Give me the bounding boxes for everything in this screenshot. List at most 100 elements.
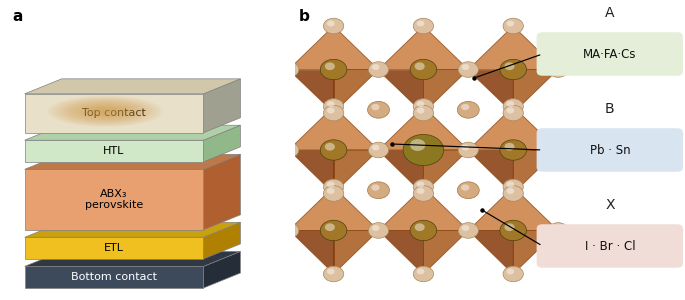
Polygon shape bbox=[203, 79, 240, 133]
Ellipse shape bbox=[86, 106, 124, 116]
Ellipse shape bbox=[66, 101, 145, 122]
Circle shape bbox=[325, 223, 335, 231]
Circle shape bbox=[551, 225, 559, 231]
Ellipse shape bbox=[59, 99, 151, 124]
Text: ETL: ETL bbox=[104, 243, 124, 253]
Polygon shape bbox=[469, 106, 558, 150]
Ellipse shape bbox=[89, 107, 121, 116]
Circle shape bbox=[413, 99, 434, 114]
Text: a: a bbox=[12, 9, 23, 24]
Circle shape bbox=[506, 101, 514, 107]
Ellipse shape bbox=[56, 98, 154, 124]
Polygon shape bbox=[513, 70, 558, 113]
Circle shape bbox=[416, 108, 425, 113]
Circle shape bbox=[279, 142, 299, 158]
Circle shape bbox=[369, 142, 388, 158]
Polygon shape bbox=[203, 251, 240, 288]
Polygon shape bbox=[334, 230, 379, 274]
Circle shape bbox=[321, 220, 347, 241]
Ellipse shape bbox=[93, 108, 116, 114]
Circle shape bbox=[279, 223, 299, 238]
Circle shape bbox=[462, 64, 469, 70]
Circle shape bbox=[416, 182, 425, 188]
Ellipse shape bbox=[103, 111, 108, 112]
Ellipse shape bbox=[82, 105, 128, 118]
Polygon shape bbox=[288, 26, 379, 70]
Polygon shape bbox=[469, 187, 558, 230]
Circle shape bbox=[371, 104, 379, 110]
Circle shape bbox=[410, 59, 436, 80]
Circle shape bbox=[548, 62, 569, 77]
Text: b: b bbox=[299, 9, 310, 24]
Polygon shape bbox=[25, 237, 203, 259]
Circle shape bbox=[551, 145, 559, 151]
Ellipse shape bbox=[63, 100, 147, 122]
Polygon shape bbox=[423, 150, 469, 194]
Polygon shape bbox=[25, 169, 203, 230]
Circle shape bbox=[327, 108, 334, 113]
Circle shape bbox=[503, 266, 523, 282]
Ellipse shape bbox=[79, 104, 131, 118]
Circle shape bbox=[282, 145, 290, 151]
Circle shape bbox=[327, 101, 334, 107]
Text: X: X bbox=[605, 198, 614, 212]
Circle shape bbox=[506, 188, 514, 194]
Polygon shape bbox=[288, 187, 379, 230]
Circle shape bbox=[369, 62, 388, 77]
Text: Top contact: Top contact bbox=[82, 108, 146, 118]
Circle shape bbox=[325, 143, 335, 151]
Polygon shape bbox=[288, 230, 334, 274]
Circle shape bbox=[371, 184, 379, 191]
Circle shape bbox=[416, 188, 425, 194]
Circle shape bbox=[551, 64, 559, 70]
Ellipse shape bbox=[101, 110, 110, 112]
FancyBboxPatch shape bbox=[536, 32, 683, 76]
Circle shape bbox=[503, 105, 523, 121]
Circle shape bbox=[410, 139, 425, 151]
Polygon shape bbox=[25, 222, 240, 237]
Circle shape bbox=[323, 179, 344, 195]
Circle shape bbox=[506, 20, 514, 26]
Circle shape bbox=[503, 99, 523, 114]
Polygon shape bbox=[25, 125, 240, 140]
Polygon shape bbox=[203, 154, 240, 230]
Circle shape bbox=[327, 188, 334, 194]
Circle shape bbox=[504, 223, 514, 231]
Circle shape bbox=[413, 179, 434, 195]
Polygon shape bbox=[379, 187, 469, 230]
Polygon shape bbox=[423, 70, 469, 113]
Ellipse shape bbox=[77, 104, 133, 119]
Text: I · Br · Cl: I · Br · Cl bbox=[584, 239, 635, 253]
Ellipse shape bbox=[73, 103, 138, 120]
Text: MA·FA·Cs: MA·FA·Cs bbox=[583, 47, 636, 61]
Circle shape bbox=[500, 59, 527, 80]
Circle shape bbox=[413, 18, 434, 34]
Circle shape bbox=[279, 62, 299, 77]
Circle shape bbox=[416, 101, 425, 107]
Circle shape bbox=[458, 223, 478, 238]
FancyBboxPatch shape bbox=[536, 128, 683, 172]
Circle shape bbox=[327, 182, 334, 188]
Polygon shape bbox=[288, 70, 334, 113]
Circle shape bbox=[503, 18, 523, 34]
Circle shape bbox=[321, 59, 347, 80]
Circle shape bbox=[372, 64, 379, 70]
Circle shape bbox=[323, 105, 344, 121]
Text: ABX₃
perovskite: ABX₃ perovskite bbox=[85, 189, 143, 210]
Circle shape bbox=[500, 220, 527, 241]
Circle shape bbox=[282, 225, 290, 231]
Polygon shape bbox=[513, 230, 558, 274]
Polygon shape bbox=[203, 125, 240, 162]
Polygon shape bbox=[469, 26, 558, 70]
Circle shape bbox=[403, 134, 444, 166]
Polygon shape bbox=[25, 154, 240, 169]
Polygon shape bbox=[334, 150, 379, 194]
Circle shape bbox=[416, 268, 425, 274]
Ellipse shape bbox=[61, 100, 149, 123]
Polygon shape bbox=[25, 140, 203, 162]
Circle shape bbox=[410, 220, 436, 241]
Circle shape bbox=[461, 104, 469, 110]
Text: Pb · Sn: Pb · Sn bbox=[590, 143, 630, 157]
Circle shape bbox=[321, 140, 347, 160]
Circle shape bbox=[506, 182, 514, 188]
